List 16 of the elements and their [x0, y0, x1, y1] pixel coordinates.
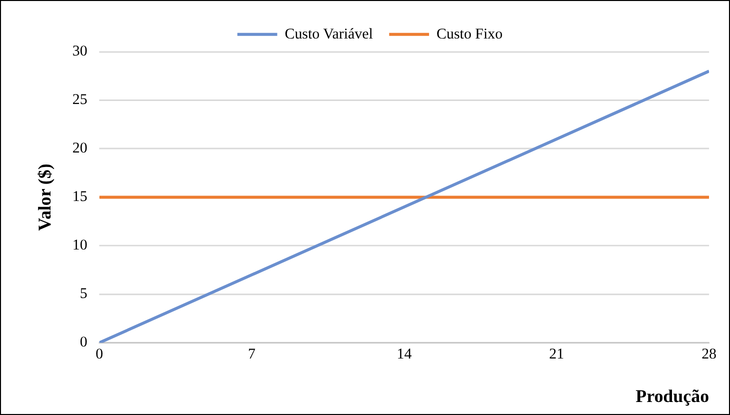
x-axis-title: Produção: [636, 386, 710, 406]
y-tick-label: 30: [72, 44, 88, 60]
legend-label: Custo Fixo: [436, 26, 503, 42]
x-tick-label: 7: [248, 346, 256, 363]
legend-label: Custo Variável: [284, 26, 373, 42]
y-axis-title: Valor ($): [34, 164, 54, 231]
y-tick-label: 0: [80, 334, 88, 351]
y-tick-label: 25: [72, 92, 88, 108]
y-tick-label: 15: [72, 189, 88, 206]
y-tick-label: 5: [80, 286, 88, 302]
x-tick-label: 21: [549, 346, 564, 363]
x-tick-label: 0: [96, 346, 104, 363]
x-tick-label: 28: [702, 346, 717, 363]
x-tick-label: 14: [396, 346, 412, 363]
y-tick-label: 20: [72, 140, 88, 157]
y-tick-label: 10: [72, 238, 88, 254]
